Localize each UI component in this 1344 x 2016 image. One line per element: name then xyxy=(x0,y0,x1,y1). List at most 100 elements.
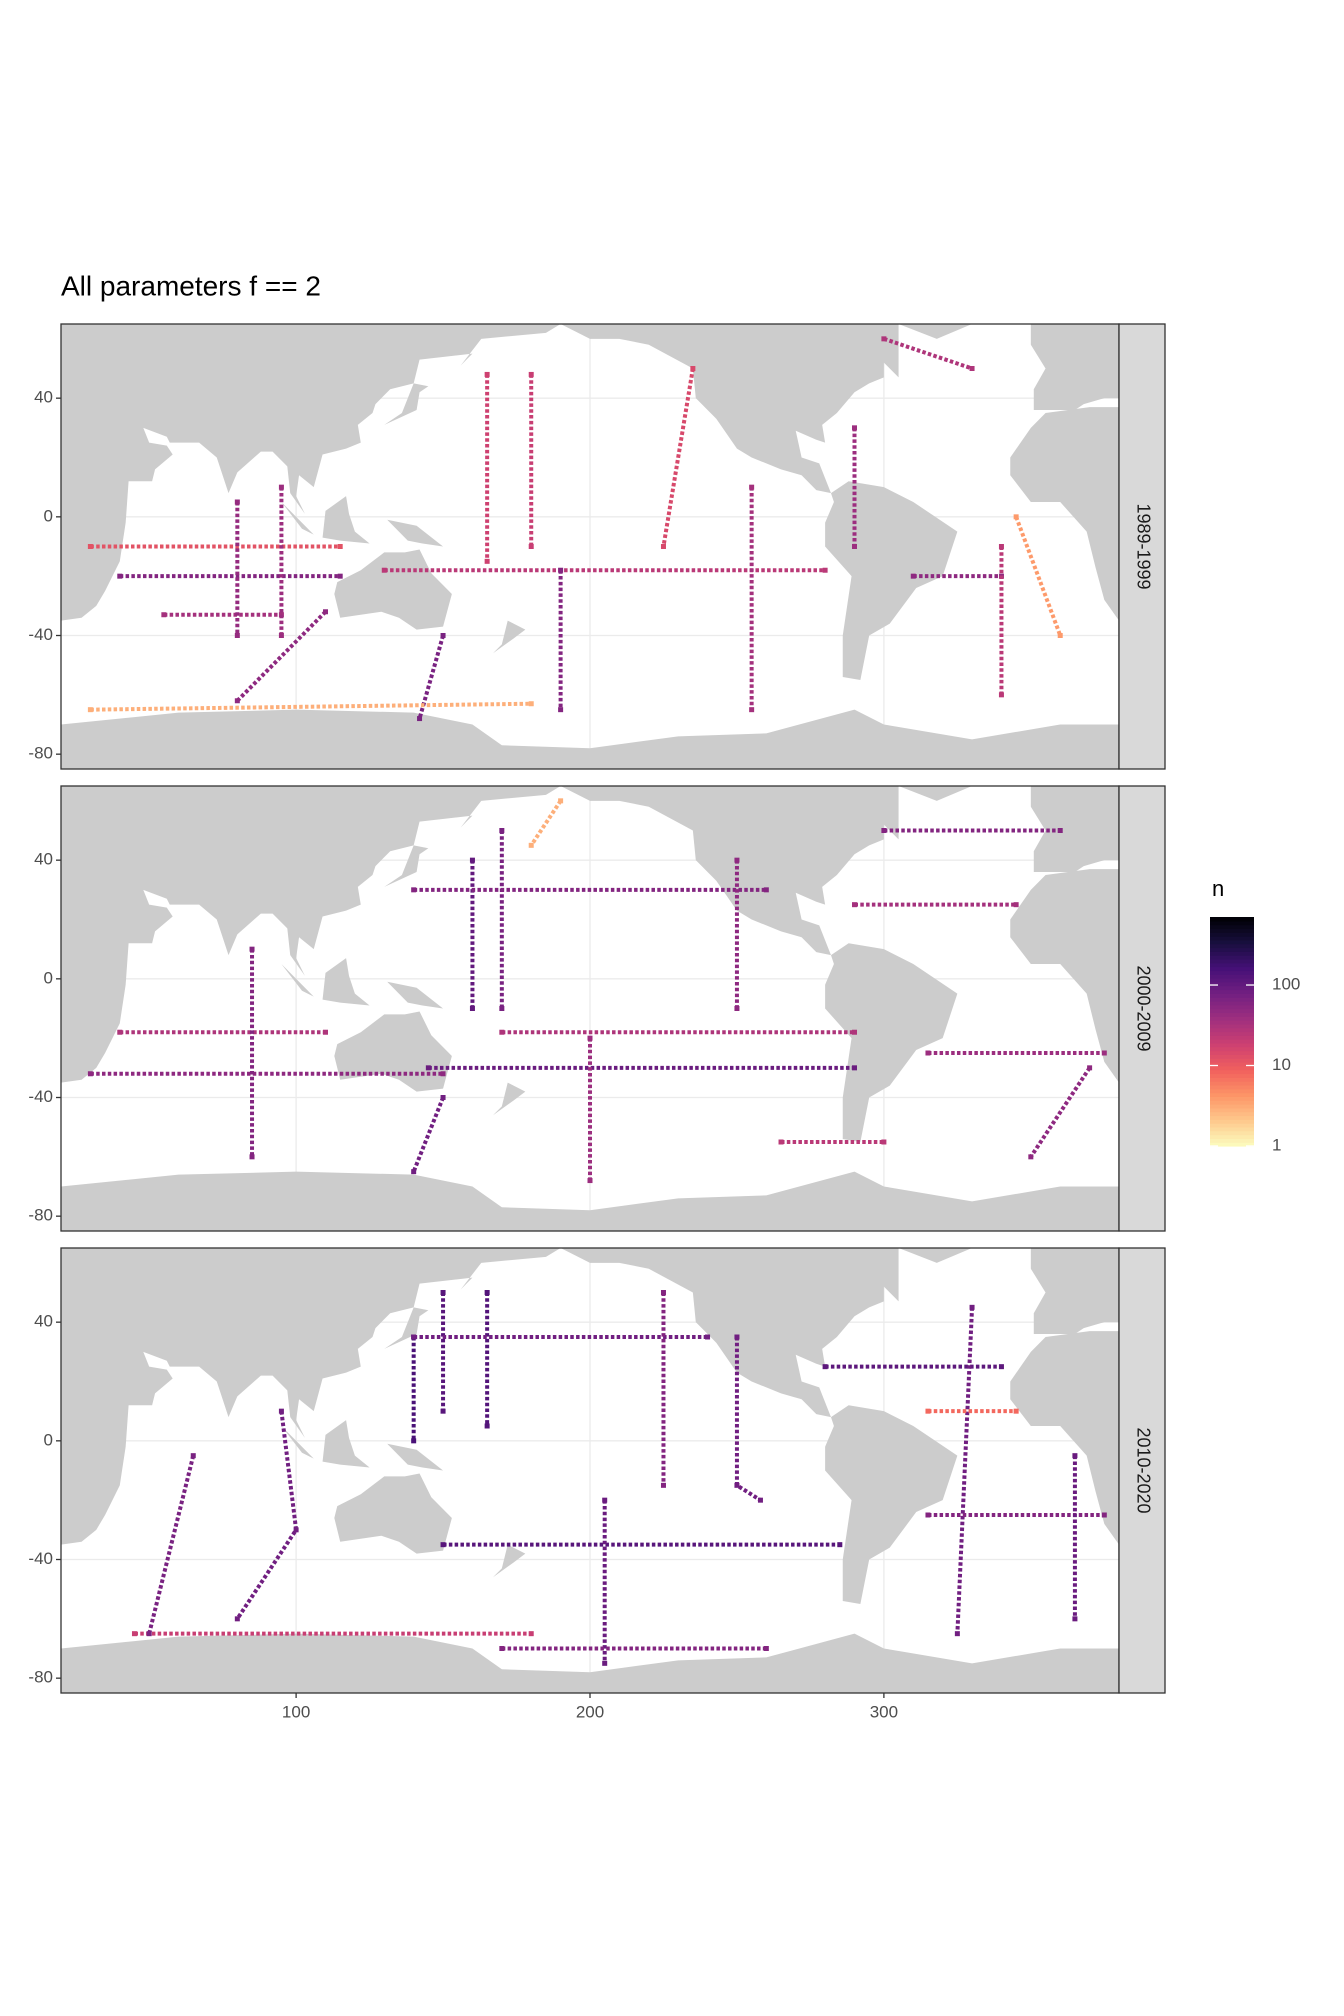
track-cell xyxy=(87,1071,93,1077)
colorbar-step xyxy=(1210,993,1254,998)
track-cell xyxy=(484,1290,490,1295)
colorbar-step xyxy=(1210,1084,1254,1090)
track-cell xyxy=(161,612,167,618)
track-cell xyxy=(587,1178,593,1184)
x-tick-label: 300 xyxy=(870,1702,898,1721)
track-cell xyxy=(484,371,490,377)
colorbar-step xyxy=(1210,947,1254,952)
x-tick-label: 100 xyxy=(282,1702,310,1721)
track-cell xyxy=(558,798,564,804)
track-cell xyxy=(998,1364,1004,1370)
track-cell xyxy=(969,366,975,371)
track-cell xyxy=(925,1050,931,1056)
track-cell xyxy=(822,567,828,573)
track-cell xyxy=(131,1631,137,1637)
track-cell xyxy=(1087,1065,1093,1071)
track-cell xyxy=(734,1006,740,1011)
colorbar-step xyxy=(1210,1062,1254,1067)
track-cell xyxy=(293,1527,299,1533)
track xyxy=(90,701,532,712)
track-cell xyxy=(234,633,240,638)
track-cell xyxy=(528,701,534,707)
track-cell xyxy=(558,567,564,573)
track-cell xyxy=(411,1438,417,1444)
track-cell xyxy=(763,1646,769,1651)
colorbar-step xyxy=(1210,1123,1254,1128)
track-cell xyxy=(381,567,387,573)
panel xyxy=(61,324,1119,769)
track-cell xyxy=(249,1154,255,1160)
track-cell xyxy=(469,1006,475,1011)
colorbar-step xyxy=(1210,1023,1254,1029)
colorbar-step xyxy=(1210,1107,1254,1113)
track-cell xyxy=(484,558,490,564)
colorbar-step xyxy=(1210,1138,1254,1143)
track-cell xyxy=(734,1334,740,1340)
track-cell xyxy=(660,1290,666,1295)
colorbar-step xyxy=(1210,924,1254,930)
track xyxy=(147,1455,196,1635)
track xyxy=(235,610,327,703)
track-cell xyxy=(925,1408,931,1414)
panel xyxy=(61,1248,1119,1693)
colorbar-step xyxy=(1210,970,1254,975)
track-cell xyxy=(660,544,666,549)
track-cell xyxy=(734,857,740,863)
track-cell xyxy=(499,1029,505,1035)
track xyxy=(529,799,563,847)
y-tick-label: -80 xyxy=(28,1668,53,1687)
track-cell xyxy=(852,1065,857,1071)
track-cell xyxy=(484,1423,490,1429)
track-cell xyxy=(881,1139,887,1145)
strip xyxy=(1118,323,1166,770)
colorbar-step xyxy=(1210,1111,1254,1117)
track-cell xyxy=(998,544,1004,549)
colorbar-step xyxy=(1210,958,1254,964)
track-cell xyxy=(337,544,343,549)
track-cell xyxy=(117,1029,123,1035)
colorbar-step xyxy=(1210,1092,1254,1097)
colorbar-step xyxy=(1210,966,1254,972)
legend-label: 10 xyxy=(1272,1055,1291,1074)
legend-title: n xyxy=(1212,876,1224,901)
colorbar-step xyxy=(1210,981,1254,987)
colorbar-step xyxy=(1210,955,1254,960)
y-tick-label: -80 xyxy=(28,1206,53,1225)
x-tick-label: 200 xyxy=(576,1702,604,1721)
track-cell xyxy=(528,1631,534,1637)
colorbar-step xyxy=(1210,1134,1254,1139)
track-cell xyxy=(690,366,696,371)
track-cell xyxy=(1013,1408,1019,1414)
colorbar-step xyxy=(1210,1069,1254,1075)
track-cell xyxy=(278,1408,284,1414)
colorbar-step xyxy=(1210,1096,1254,1101)
track-cell xyxy=(425,1065,431,1071)
track-cell xyxy=(440,1071,446,1077)
colorbar-step xyxy=(1210,962,1254,968)
track-cell xyxy=(1072,1616,1078,1622)
track-cell xyxy=(881,336,887,342)
colorbar-step xyxy=(1210,1012,1254,1017)
track-cell xyxy=(969,1304,975,1310)
track-cell xyxy=(778,1139,784,1145)
colorbar-step xyxy=(1210,1058,1254,1063)
y-tick-label: -40 xyxy=(28,625,53,644)
y-tick-label: -40 xyxy=(28,1549,53,1568)
track-cell xyxy=(881,828,887,833)
track-cell xyxy=(440,633,446,638)
track-cell xyxy=(440,1542,446,1548)
track-cell xyxy=(852,425,857,431)
colorbar-step xyxy=(1210,939,1254,945)
colorbar-step xyxy=(1210,1027,1254,1033)
colorbar-step xyxy=(1210,1031,1254,1036)
track-cell xyxy=(411,887,417,893)
colorbar-step xyxy=(1210,997,1254,1002)
track-cell xyxy=(705,1334,711,1340)
track-cell xyxy=(278,484,284,490)
track xyxy=(1029,1066,1092,1158)
track-cell xyxy=(1101,1050,1107,1056)
strip xyxy=(1118,1247,1166,1694)
track xyxy=(661,368,695,547)
